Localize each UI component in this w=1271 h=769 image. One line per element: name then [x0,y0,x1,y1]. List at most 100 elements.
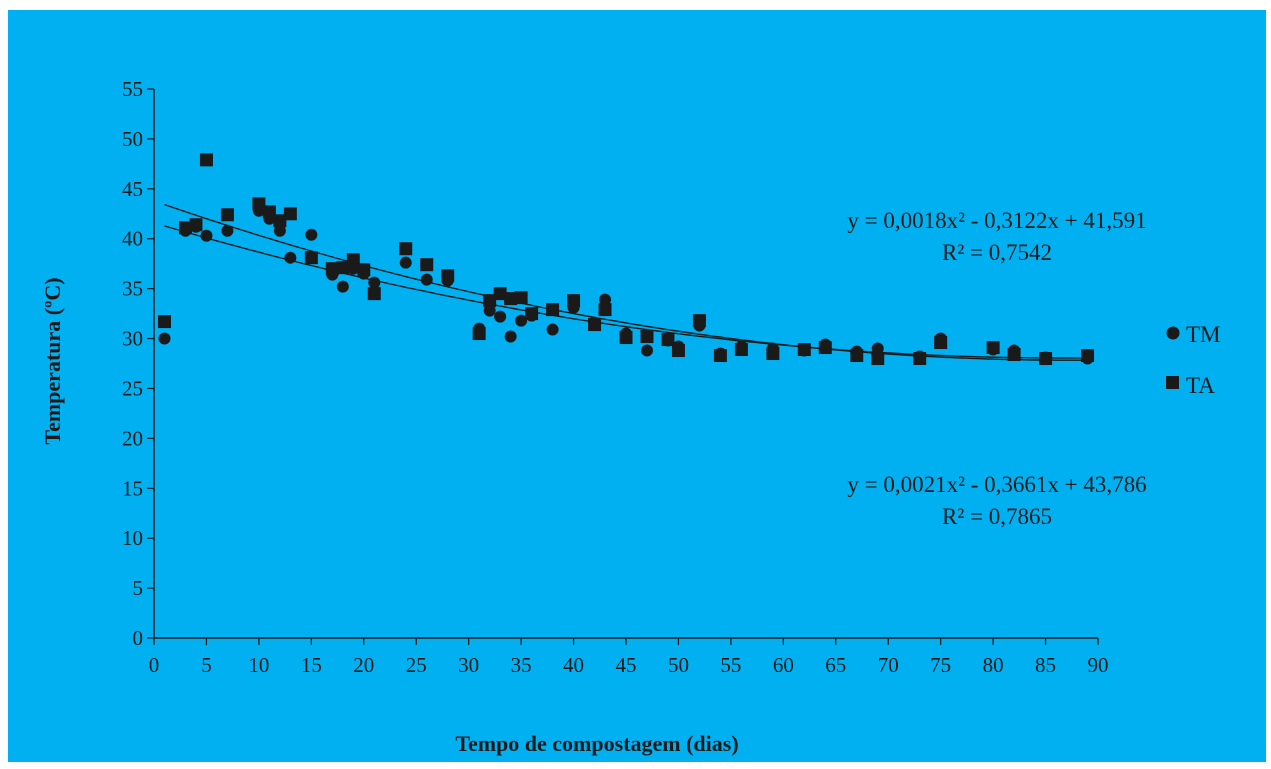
legend-label-ta: TA [1186,373,1215,398]
point-ta [1039,352,1053,366]
axes: 0 5 10 15 20 25 30 35 40 45 50 55 0 5 10 15 20 25 30 35 40 45… [122,77,1109,677]
y-tick-label: 40 [122,227,143,251]
y-axis-title: Temperatura (ºC) [40,277,65,444]
point-ta [336,261,350,275]
point-ta [493,287,507,301]
point-ta [850,349,864,363]
point-tm [546,323,559,336]
point-ta [619,331,633,345]
point-ta [692,314,706,328]
point-tm [284,251,297,264]
point-tm [399,256,412,269]
x-tick-label: 75 [930,653,951,677]
y-tick-label: 50 [122,127,143,151]
point-ta [1081,349,1095,363]
point-ta [399,242,413,256]
x-tick-label: 50 [668,653,689,677]
point-ta [262,205,276,219]
point-ta [199,153,213,167]
point-ta [934,336,948,350]
y-tick-label: 5 [133,576,144,600]
point-ta [220,208,234,222]
point-ta [325,262,339,276]
point-ta [640,330,654,344]
legend-label-tm: TM [1186,322,1221,347]
point-tm [273,224,286,237]
x-tick-label: 20 [353,653,374,677]
tm-r-squared: R² = 0,7865 [942,504,1052,529]
point-ta [913,352,927,366]
y-tick-label: 25 [122,376,143,400]
y-tick-label: 35 [122,277,143,301]
point-tm [871,342,884,355]
point-tm [336,280,349,293]
y-tick-label: 20 [122,426,143,450]
point-ta [766,347,780,361]
ta-r-squared: R² = 0,7542 [942,240,1052,265]
point-ta [588,318,602,332]
y-tick-label: 10 [122,526,143,550]
tm-equation: y = 0,0021x² - 0,3661x + 43,786 [847,472,1146,497]
y-tick-label: 55 [122,77,143,101]
data-points [157,153,1095,366]
point-ta [357,263,371,277]
trendlines [164,203,1088,361]
point-ta [1007,348,1021,362]
point-ta [273,214,287,228]
x-tick-label: 90 [1088,653,1109,677]
x-tick-label: 60 [773,653,794,677]
chart-background [8,10,1266,762]
point-tm [504,330,517,343]
x-tick-label: 80 [983,653,1004,677]
point-ta [189,218,203,232]
x-tick-label: 15 [301,653,322,677]
point-ta [818,341,832,355]
point-ta [871,352,885,366]
trendline-tm [164,225,1088,359]
point-tm [640,344,653,357]
point-ta [986,341,1000,355]
point-ta [671,344,685,358]
x-tick-label: 10 [248,653,269,677]
point-tm [483,304,496,317]
point-ta [304,251,318,265]
point-ta [252,197,266,211]
point-tm [368,276,381,289]
x-tick-label: 25 [406,653,427,677]
x-tick-label: 55 [720,653,741,677]
trendline-ta [164,203,1088,361]
y-tick-label: 30 [122,327,143,351]
point-ta [734,343,748,357]
x-tick-label: 65 [825,653,846,677]
point-ta [367,287,381,301]
point-ta [283,207,297,221]
point-ta [598,303,612,317]
point-ta [567,294,581,308]
x-tick-label: 0 [149,653,160,677]
x-tick-label: 35 [511,653,532,677]
point-ta [441,269,455,283]
point-tm [158,332,171,345]
legend: TM TA [1166,322,1221,398]
point-ta [420,258,434,272]
x-tick-label: 30 [458,653,479,677]
point-ta [546,303,560,317]
legend-marker-tm [1166,326,1180,340]
y-tick-label: 45 [122,177,143,201]
point-ta [525,307,539,321]
y-tick-label: 0 [133,626,144,650]
y-tick-label: 15 [122,476,143,500]
ta-equation: y = 0,0018x² - 0,3122x + 41,591 [847,208,1146,233]
point-tm [305,228,318,241]
point-tm [599,293,612,306]
x-axis-title: Tempo de compostagem (dias) [455,731,738,756]
point-ta [178,221,192,235]
point-ta [157,315,171,329]
point-tm [494,310,507,323]
x-tick-label: 40 [563,653,584,677]
point-ta [797,343,811,357]
point-tm [221,224,234,237]
point-tm [515,314,528,327]
point-ta [346,253,360,267]
